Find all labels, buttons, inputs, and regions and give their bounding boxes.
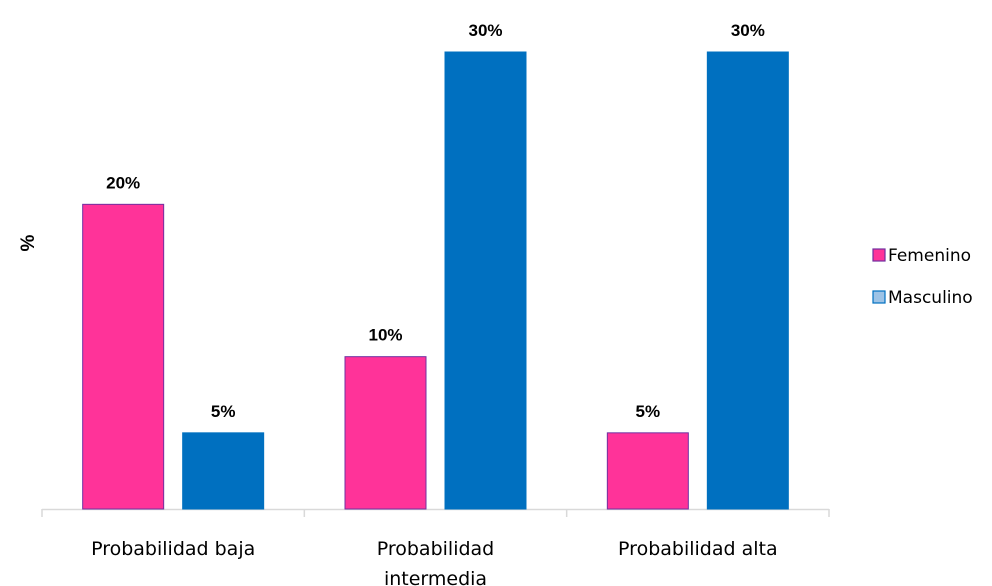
bar-masculino-2 bbox=[444, 51, 527, 510]
bar-femenino-3 bbox=[606, 432, 689, 510]
x-tick-label: Probabilidad alta bbox=[618, 538, 778, 560]
bar-femenino-1 bbox=[82, 203, 165, 510]
x-tick-label: intermedia bbox=[384, 568, 487, 586]
data-label: 5% bbox=[636, 402, 661, 421]
x-tick-label: Probabilidad bbox=[377, 538, 495, 560]
bar-femenino-2 bbox=[344, 356, 427, 510]
bar-masculino-1 bbox=[182, 432, 265, 510]
y-axis-label: % bbox=[18, 234, 39, 251]
x-tick-label: Probabilidad baja bbox=[91, 538, 255, 560]
legend-label-masculino: Masculino bbox=[888, 288, 973, 308]
data-label: 20% bbox=[106, 173, 140, 192]
plot-area: 20% 5% Probabilidad baja 10% 30% Probabilidad… bbox=[41, 21, 830, 586]
data-label: 10% bbox=[368, 326, 402, 345]
legend-swatch-masculino bbox=[872, 290, 886, 304]
legend: Femenino Masculino bbox=[872, 246, 973, 308]
legend-label-femenino: Femenino bbox=[888, 246, 971, 266]
data-label: 5% bbox=[211, 402, 236, 421]
bar-masculino-3 bbox=[706, 51, 789, 510]
legend-swatch-femenino bbox=[872, 248, 886, 262]
data-label: 30% bbox=[468, 21, 502, 40]
data-label: 30% bbox=[731, 21, 765, 40]
